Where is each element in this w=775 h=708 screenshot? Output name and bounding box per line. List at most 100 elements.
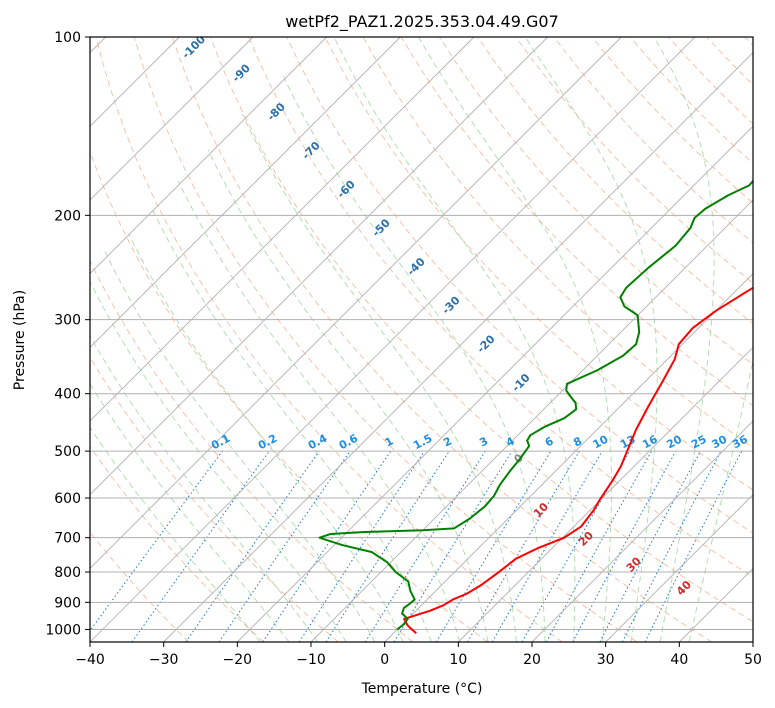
isotherm-line — [310, 199, 753, 642]
y-axis-label: Pressure (hPa) — [12, 290, 28, 390]
dry-adiabat-line — [286, 37, 753, 534]
mixing-ratio-line — [185, 450, 320, 642]
isotherm-line — [90, 37, 622, 569]
x-tick-label: 30 — [597, 652, 615, 668]
isotherm-line — [237, 125, 753, 642]
isotherm-line — [384, 273, 753, 642]
moist-adiabat-line — [653, 37, 715, 642]
mixing-ratio-line — [545, 450, 653, 642]
moist-adiabat-line — [151, 208, 432, 642]
isotherm-line — [605, 494, 753, 642]
moist-adiabat-line — [90, 382, 290, 642]
y-tick-label: 1000 — [45, 622, 81, 638]
isotherm-line — [90, 37, 696, 642]
mixing-ratio-line — [218, 450, 351, 642]
isotherm-line — [90, 37, 254, 201]
moist-adiabat-line — [90, 426, 261, 642]
chart-title: wetPf2_PAZ1.2025.353.04.49.G07 — [285, 12, 559, 32]
mixing-ratio-label: 16 — [640, 433, 660, 452]
mixing-ratio-line — [298, 450, 425, 642]
mixing-ratio-label: 20 — [664, 433, 684, 452]
mixing-ratio-line — [393, 450, 513, 642]
x-tick-label: 0 — [380, 652, 389, 668]
mixing-ratio-line — [90, 450, 223, 632]
mixing-ratio-line — [262, 450, 392, 642]
profile-series — [318, 179, 753, 635]
mixing-ratio-line — [131, 450, 270, 642]
isotherm-line — [458, 346, 753, 642]
isotherm-line — [531, 420, 753, 642]
dry-adiabat-line — [90, 531, 190, 642]
mixing-ratio-label: 8 — [571, 434, 584, 449]
isotherm-label: -70 — [300, 139, 323, 162]
x-tick-label: 10 — [449, 652, 467, 668]
isotherm-label: -80 — [265, 100, 288, 123]
dry-adiabat-line — [95, 37, 563, 642]
dry-adiabat-line — [324, 37, 753, 491]
grid-lines — [90, 37, 753, 642]
mixing-ratio-label: 3 — [477, 434, 490, 449]
y-tick-label: 300 — [54, 313, 81, 329]
dry-adiabat-line — [668, 37, 753, 125]
isotherm-label: -90 — [230, 61, 253, 84]
dry-adiabat-line — [90, 445, 264, 642]
y-tick-label: 400 — [54, 387, 81, 403]
x-axis-label: Temperature (°C) — [361, 681, 483, 697]
dry-adiabat-line — [477, 37, 753, 325]
isotherm-line — [90, 37, 475, 422]
dry-adiabat-line — [90, 150, 488, 642]
mixing-ratio-label: 0.1 — [209, 432, 232, 453]
mixing-ratio-line — [521, 450, 630, 642]
y-tick-label: 800 — [54, 565, 81, 581]
moist-adiabat-line — [241, 114, 517, 642]
plot-frame — [89, 36, 754, 643]
dry-adiabat-line — [515, 37, 753, 284]
dry-adiabat-line — [90, 259, 414, 642]
moist-adiabat-line — [418, 37, 613, 642]
y-tick-label: 200 — [54, 208, 81, 224]
isotherm-line — [90, 37, 548, 496]
isotherm-label: -60 — [335, 177, 358, 200]
isotherm-line — [163, 52, 753, 642]
mixing-ratio-line — [325, 450, 450, 642]
isotherm-label: -20 — [474, 332, 497, 355]
isotherm-label: -50 — [370, 216, 393, 239]
x-tick-label: −30 — [149, 652, 179, 668]
x-tick-label: −20 — [223, 652, 253, 668]
moist-adiabat-line — [90, 280, 347, 642]
moist-adiabat-line — [281, 72, 546, 642]
isotherm-label: -30 — [439, 294, 462, 317]
x-axis-ticks: −40 −30 −20 −10 0 10 20 30 40 50 — [75, 642, 762, 668]
mixing-ratio-line — [435, 450, 552, 642]
x-tick-label: 50 — [744, 652, 762, 668]
moist-adiabat-line — [688, 358, 753, 642]
mixing-ratio-line — [364, 450, 486, 642]
y-tick-label: 900 — [54, 595, 81, 611]
moist-adiabat-line — [207, 149, 489, 642]
dry-adiabat-line — [744, 37, 753, 47]
isotherm-line — [90, 37, 327, 275]
mixing-ratio-line — [644, 450, 743, 642]
mixing-ratio-line — [572, 450, 677, 642]
dry-adiabat-line — [90, 356, 339, 642]
isotherm-line — [679, 567, 753, 642]
isotherm-label: 20 — [576, 529, 596, 549]
isotherm-label: 40 — [674, 578, 694, 598]
moist-adiabat-line — [104, 251, 376, 642]
mixing-ratio-label: 25 — [689, 433, 709, 452]
x-tick-label: 40 — [670, 652, 688, 668]
dry-adiabat-line — [133, 37, 638, 642]
dry-adiabat-line — [210, 37, 753, 623]
background-lines — [90, 37, 753, 642]
mixing-ratio-label: 10 — [591, 433, 611, 452]
dry-adiabat-line — [706, 37, 753, 86]
moist-adiabat-line — [128, 233, 404, 642]
mixing-ratio-label: 30 — [710, 433, 730, 452]
mixing-ratio-line — [599, 450, 701, 642]
isotherm-line — [752, 641, 753, 642]
moist-adiabat-line — [177, 180, 461, 642]
dry-adiabat-line — [553, 37, 753, 244]
y-tick-label: 100 — [54, 30, 81, 46]
